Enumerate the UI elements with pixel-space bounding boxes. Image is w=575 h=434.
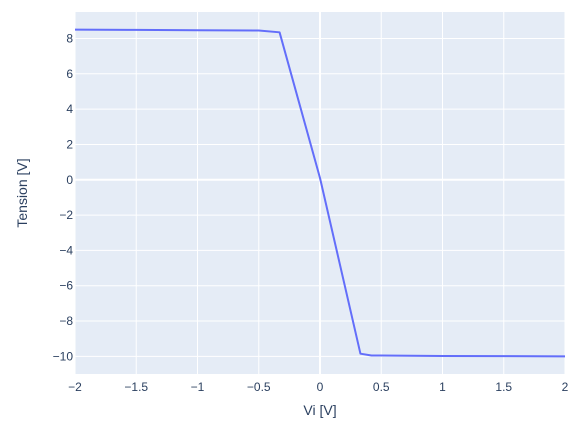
x-tick-label: 1 (439, 380, 446, 394)
x-tick-label: 0.5 (373, 380, 390, 394)
x-tick-label: 1.5 (495, 380, 512, 394)
x-tick-label: −0.5 (247, 380, 271, 394)
x-tick-label: −2 (68, 380, 82, 394)
y-axis-ticks: −10 −8 −6 −4 −2 0 2 4 6 8 (53, 31, 74, 363)
y-tick-label: −8 (59, 314, 73, 328)
x-tick-label: 0 (317, 380, 324, 394)
y-tick-label: −6 (59, 279, 73, 293)
y-tick-label: 2 (66, 137, 73, 151)
x-tick-label: −1 (191, 380, 205, 394)
y-tick-label: −2 (59, 208, 73, 222)
x-tick-label: 2 (562, 380, 569, 394)
y-tick-label: 8 (66, 31, 73, 45)
y-axis-title: Tension [V] (14, 158, 30, 227)
x-axis-title: Vi [V] (303, 402, 336, 418)
y-tick-label: −10 (53, 349, 74, 363)
y-tick-label: −4 (59, 243, 73, 257)
y-tick-label: 6 (66, 67, 73, 81)
y-tick-label: 4 (66, 102, 73, 116)
y-tick-label: 0 (66, 173, 73, 187)
x-tick-label: −1.5 (124, 380, 148, 394)
x-axis-ticks: −2 −1.5 −1 −0.5 0 0.5 1 1.5 2 (68, 380, 569, 394)
